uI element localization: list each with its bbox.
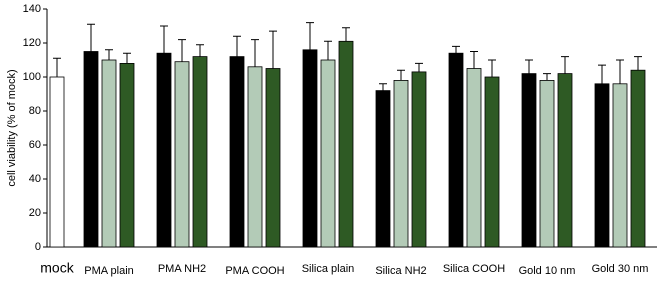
error-bar	[598, 64, 606, 84]
bar	[539, 80, 555, 248]
x-tick-label: PMA COOH	[225, 265, 284, 277]
bar	[338, 40, 354, 248]
bar	[101, 59, 117, 248]
y-tick-label: 100	[23, 71, 41, 83]
bar	[192, 56, 208, 248]
error-bar	[196, 44, 204, 57]
x-tick-label: Gold 30 nm	[592, 263, 649, 275]
error-bar	[53, 57, 61, 77]
bar	[484, 76, 500, 248]
bar	[630, 69, 646, 248]
bar	[612, 83, 628, 248]
x-tick-label: PMA NH2	[158, 263, 206, 275]
bar	[393, 80, 409, 248]
y-tick-label: 140	[23, 3, 41, 15]
error-bar	[306, 22, 314, 50]
bar	[229, 56, 245, 248]
bar	[265, 68, 281, 248]
bar	[83, 51, 99, 248]
bar	[119, 63, 135, 248]
x-tick-label: mock	[40, 260, 74, 276]
bar	[320, 59, 336, 248]
error-bar	[616, 59, 624, 84]
bar	[49, 76, 65, 248]
error-bar	[634, 56, 642, 71]
y-tick-label: 120	[23, 37, 41, 49]
x-tick-label: Gold 10 nm	[519, 265, 576, 277]
x-tick-label: Silica COOH	[443, 263, 505, 275]
y-axis-label: cell viability (% of mock)	[6, 69, 18, 186]
y-tick-label: 60	[29, 139, 41, 151]
x-tick-label: Silica plain	[302, 263, 355, 275]
error-bar	[324, 40, 332, 60]
error-bar	[269, 30, 277, 69]
error-bar	[233, 35, 241, 57]
bar	[521, 73, 537, 248]
bar	[448, 52, 464, 248]
x-tick-label: PMA plain	[84, 265, 134, 277]
error-bar	[452, 45, 460, 54]
x-tick-label: Silica NH2	[375, 265, 426, 277]
bar	[247, 66, 263, 248]
error-bar	[87, 23, 95, 52]
error-bar	[105, 49, 113, 60]
error-bar	[488, 59, 496, 77]
error-bar	[379, 83, 387, 91]
y-tick-label: 20	[29, 207, 41, 219]
error-bar	[543, 73, 551, 81]
bar	[466, 68, 482, 248]
bar	[375, 90, 391, 248]
y-tick-label: 40	[29, 173, 41, 185]
y-tick-label: 80	[29, 105, 41, 117]
bar	[557, 73, 573, 248]
error-bar	[561, 56, 569, 74]
y-tick-label: 0	[35, 241, 41, 253]
error-bar	[178, 39, 186, 62]
error-bar	[342, 27, 350, 42]
bar	[594, 83, 610, 248]
bar	[411, 71, 427, 248]
bar	[156, 52, 172, 248]
error-bar	[397, 69, 405, 81]
error-bar	[251, 39, 259, 67]
error-bar	[123, 52, 131, 64]
bar	[174, 61, 190, 248]
error-bar	[160, 25, 168, 54]
bar	[302, 49, 318, 248]
error-bar	[415, 62, 423, 72]
error-bar	[525, 59, 533, 74]
error-bar	[470, 51, 478, 69]
